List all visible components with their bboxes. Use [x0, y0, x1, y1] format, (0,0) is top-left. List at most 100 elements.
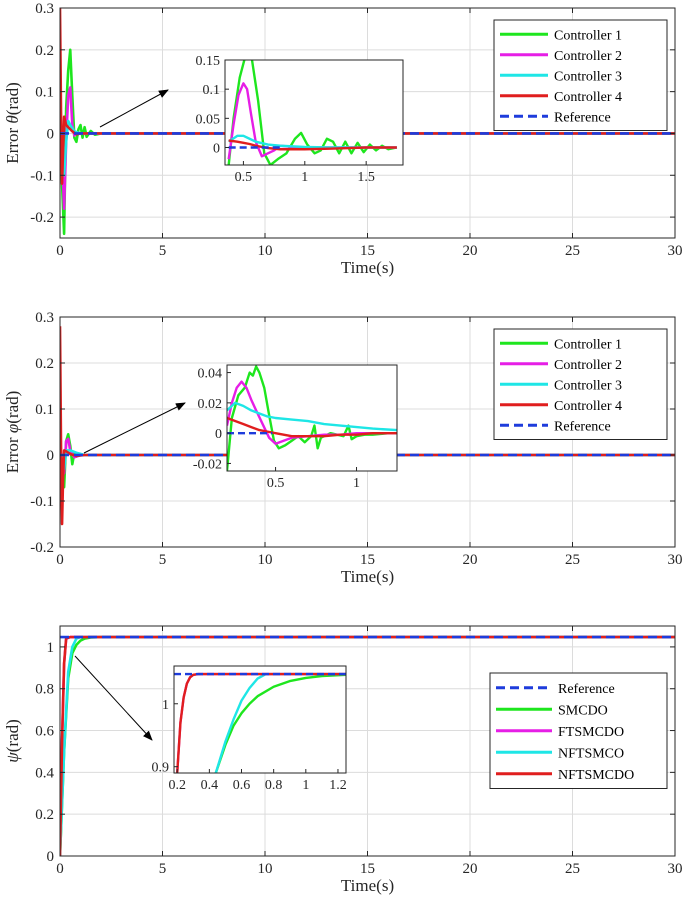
x-tick-label: 25	[565, 861, 580, 877]
inset-x-tick-label: 1.2	[329, 778, 347, 793]
inset-area	[174, 666, 346, 773]
inset: 0.2 0.4 0.6 0.8 1 1.2 0.9 1	[152, 665, 347, 793]
inset-y-tick-label: 0.15	[196, 54, 221, 69]
y-tick-label: 0.2	[35, 43, 54, 59]
chart-2: 0 5 10 15 20 25 30-0.2-0.100.10.20.3Time(s)Err…	[3, 310, 683, 586]
y-axis-label-suffix: (rad)	[3, 82, 22, 115]
inset-x-tick-label: 0.5	[267, 476, 285, 491]
legend-label: Controller 4	[554, 90, 622, 105]
legend-label: Controller 3	[554, 378, 622, 393]
x-tick-label: 0	[56, 861, 64, 877]
inset-series-group	[227, 365, 397, 471]
inset-series-line	[227, 416, 397, 438]
y-tick-label: 0.2	[35, 356, 54, 372]
zoom-arrow	[99, 89, 169, 128]
zoom-arrow	[83, 402, 186, 454]
inset-series-line	[227, 401, 397, 432]
x-tick-label: 10	[258, 243, 273, 259]
inset-series-line	[228, 134, 397, 149]
inset-y-tick-label: 0	[215, 427, 222, 442]
x-tick-label: 10	[258, 861, 273, 877]
y-tick-label: 0.3	[35, 1, 54, 17]
y-axis-label: ψ(rad)	[3, 719, 22, 763]
y-tick-label: -0.1	[30, 494, 54, 510]
x-tick-label: 0	[56, 552, 64, 568]
y-tick-label: -0.2	[30, 210, 54, 226]
inset-y-tick-label: 0	[213, 142, 220, 157]
inset-y-tick-label: 0.9	[152, 761, 170, 776]
inset-x-tick-label: 0.6	[233, 778, 251, 793]
legend-label: Reference	[558, 682, 615, 697]
x-tick-label: 30	[668, 552, 683, 568]
inset-y-tick-label: 0.04	[198, 367, 223, 382]
x-tick-label: 15	[360, 861, 375, 877]
x-axis-label: Time(s)	[341, 876, 394, 895]
x-tick-label: 15	[360, 243, 375, 259]
legend-label: FTSMCDO	[558, 725, 624, 740]
inset-y-tick-label: 0.1	[203, 83, 221, 98]
x-tick-label: 5	[159, 861, 167, 877]
legend-label: Controller 1	[554, 337, 622, 352]
inset-x-tick-label: 1.5	[357, 170, 375, 185]
y-tick-label: 0.1	[35, 85, 54, 101]
x-tick-label: 20	[463, 243, 478, 259]
x-tick-label: 10	[258, 552, 273, 568]
y-axis-label-suffix: (rad)	[3, 391, 22, 424]
x-tick-label: 5	[159, 552, 167, 568]
legend: Controller 1 Controller 2 Controller 3 Cont…	[493, 328, 668, 440]
inset-area	[227, 365, 397, 471]
y-axis-label-symbol: φ	[3, 424, 22, 433]
inset-x-tick-label: 0.2	[168, 778, 186, 793]
chart-3: 0 5 10 15 20 25 30 0 0.2 0.4 0.6 0.8 1 Time(s) ψ(rad) R…	[3, 625, 683, 895]
y-tick-label: -0.1	[30, 168, 54, 184]
series-group	[60, 326, 675, 526]
y-tick-label: 0.3	[35, 310, 54, 326]
x-tick-label: 30	[668, 243, 683, 259]
y-axis-label-symbol: ψ	[3, 752, 22, 763]
legend-label: NFTSMCDO	[558, 768, 634, 783]
y-tick-label: 0.4	[35, 765, 54, 781]
x-axis-label: Time(s)	[341, 567, 394, 586]
inset-box	[173, 665, 347, 774]
inset-x-tick-label: 1	[302, 778, 309, 793]
legend-label: Reference	[554, 419, 611, 434]
y-tick-label: 0.6	[35, 724, 54, 740]
series-group	[60, 8, 675, 236]
inset-y-tick-label: 1	[162, 698, 169, 713]
y-axis-label: Error θ(rad)	[3, 82, 22, 164]
y-tick-label: 0.1	[35, 402, 54, 418]
x-axis-label: Time(s)	[341, 258, 394, 277]
legend-label: Controller 2	[554, 49, 622, 64]
y-tick-label: 0	[47, 126, 55, 142]
inset-series-line	[214, 673, 346, 773]
inset-x-tick-label: 0.5	[235, 170, 253, 185]
inset-x-tick-label: 0.4	[201, 778, 219, 793]
x-tick-label: 30	[668, 861, 683, 877]
y-tick-label: 0.8	[35, 682, 54, 698]
x-tick-label: 0	[56, 243, 64, 259]
inset-x-tick-label: 0.8	[265, 778, 283, 793]
legend: Reference SMCDO FTSMCDO NFTSMCO NFTSMCDO	[489, 672, 668, 789]
y-tick-label: -0.2	[30, 540, 54, 556]
y-axis-label-symbol: θ	[3, 115, 22, 123]
legend-label: NFTSMCO	[558, 746, 624, 761]
x-tick-label: 15	[360, 552, 375, 568]
chart-1: 0 5 10 15 20 25 30-0.2-0.100.10.20.3Time(s)Err…	[3, 1, 683, 277]
y-axis-label-suffix: (rad)	[3, 719, 22, 752]
x-tick-label: 25	[565, 243, 580, 259]
y-axis-label: Error φ(rad)	[3, 391, 22, 474]
y-axis-label-prefix: Error	[3, 433, 22, 473]
inset: 0.5 1 -0.02 0 0.02 0.04	[193, 364, 398, 491]
series-group	[60, 635, 675, 856]
inset-series-group	[174, 672, 346, 773]
legend-label: Controller 3	[554, 69, 622, 84]
legend-label: Controller 1	[554, 28, 622, 43]
x-tick-label: 20	[463, 861, 478, 877]
inset-x-tick-label: 1	[301, 170, 308, 185]
x-tick-label: 5	[159, 243, 167, 259]
y-tick-label: 0	[47, 448, 55, 464]
x-tick-label: 20	[463, 552, 478, 568]
legend-label: Controller 2	[554, 358, 622, 373]
inset-y-tick-label: 0.05	[196, 112, 221, 127]
